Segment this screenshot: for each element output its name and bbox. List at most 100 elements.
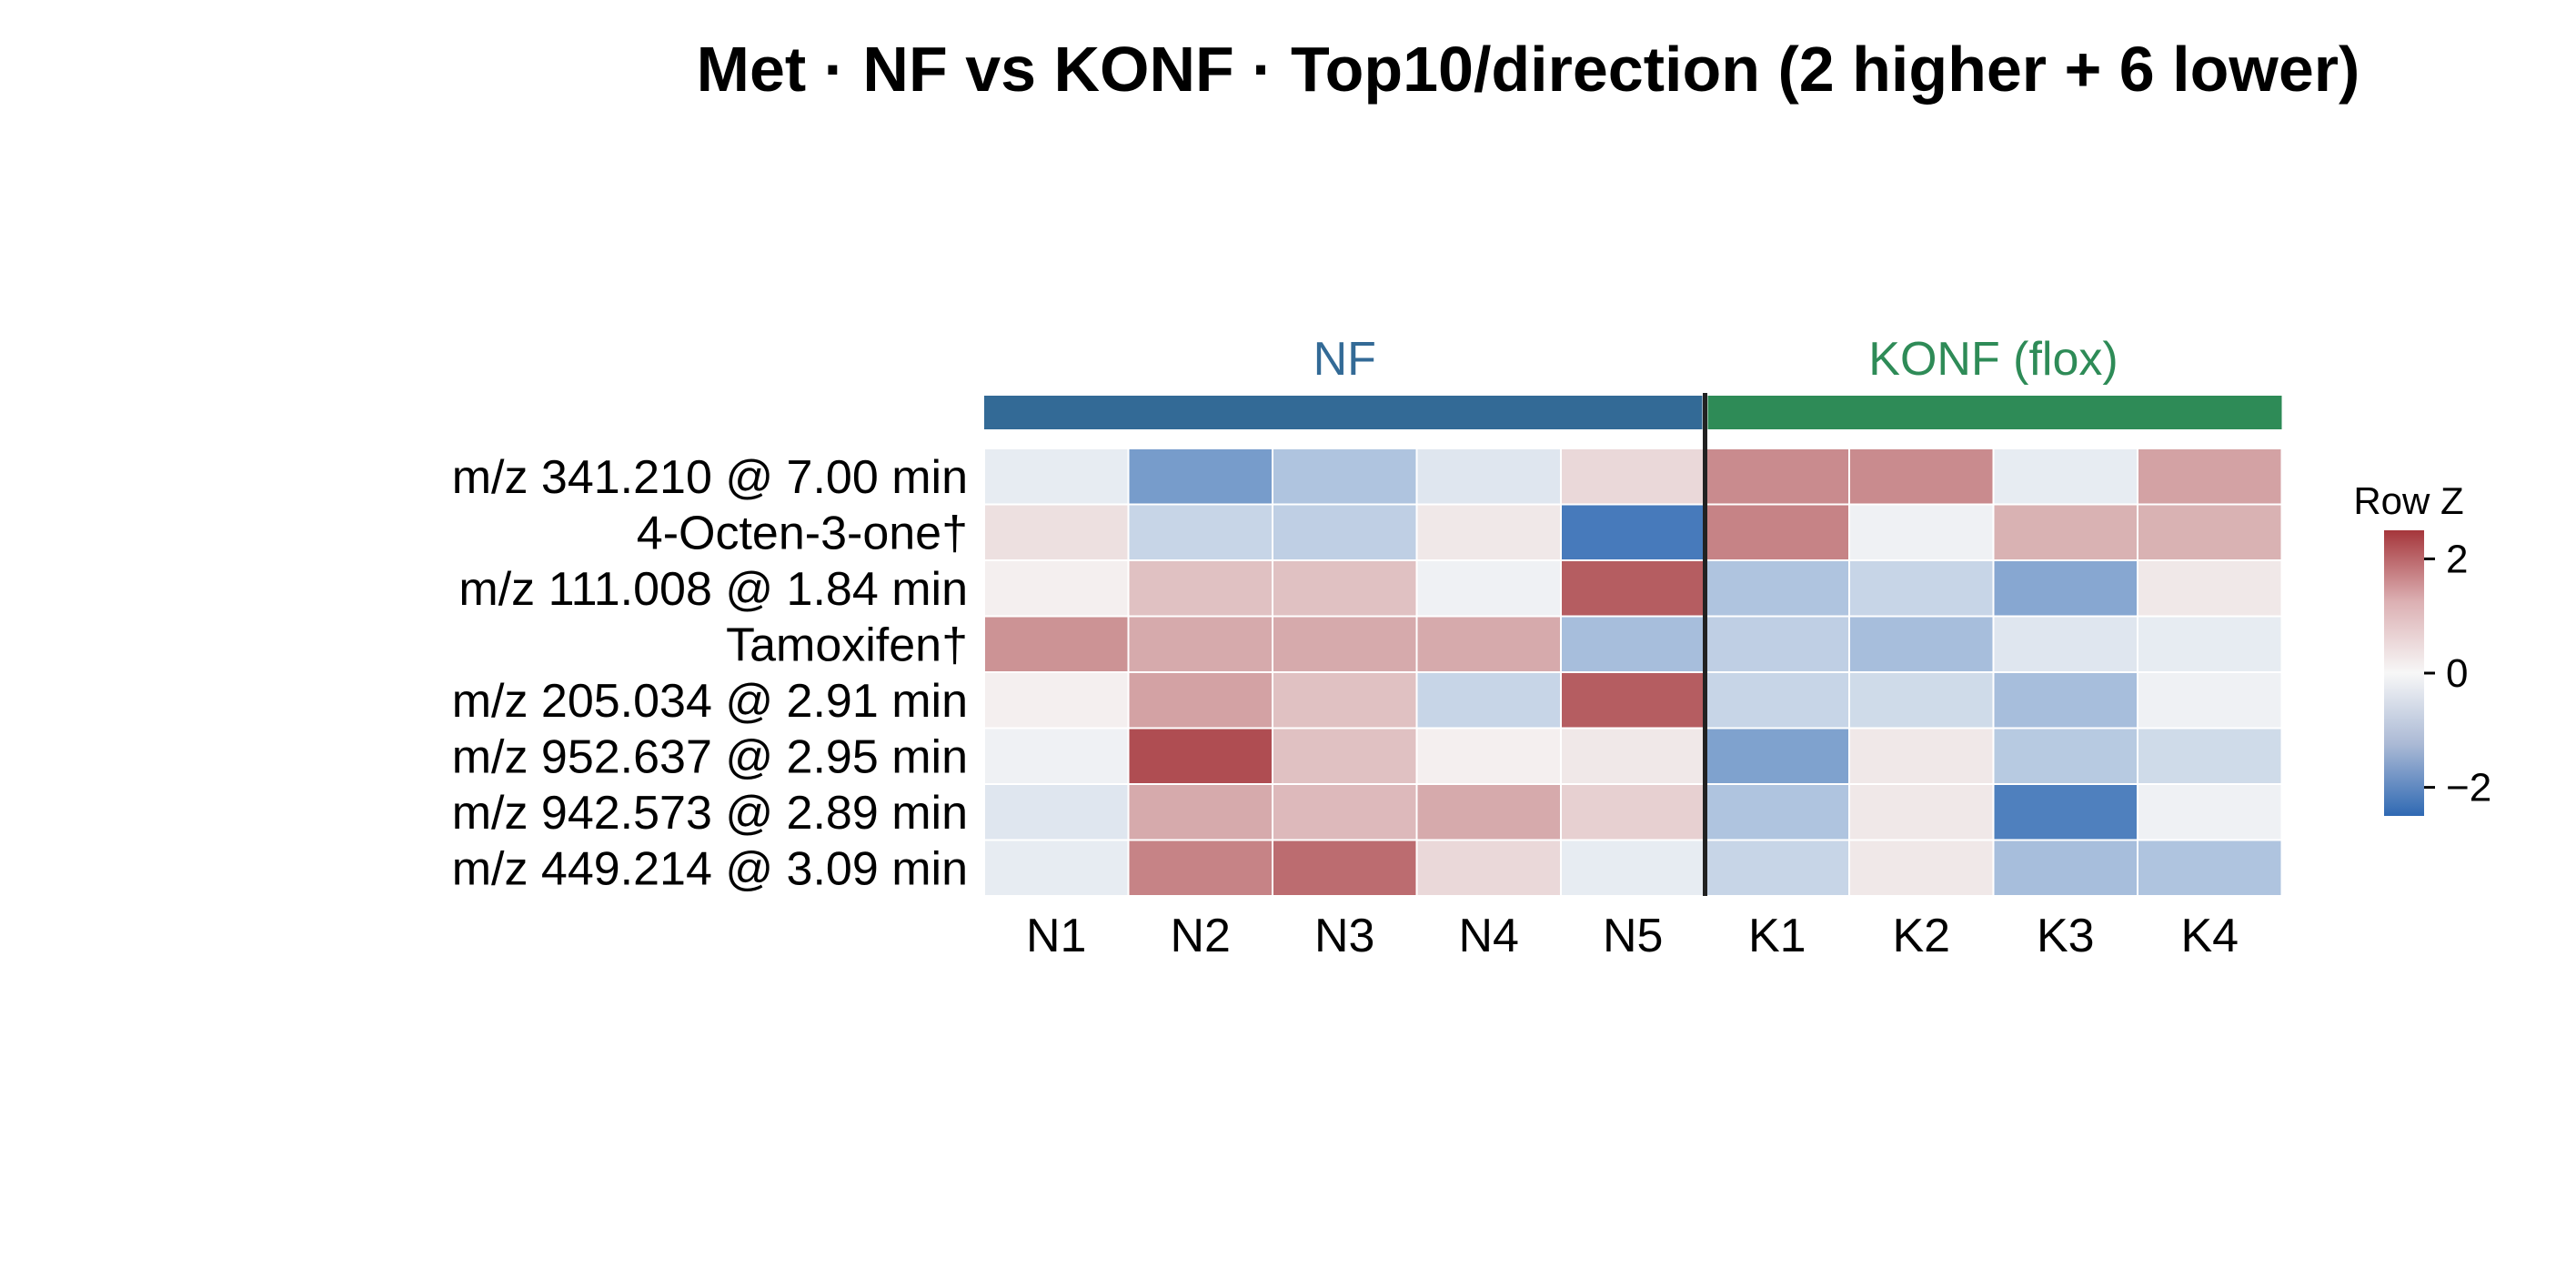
heatmap-cell (1704, 727, 1850, 785)
heatmap-cells (983, 448, 2283, 897)
heatmap-cell (1415, 559, 1562, 618)
heatmap-cell (1415, 448, 1562, 506)
heatmap-cell (1704, 559, 1850, 618)
heatmap-cell (1992, 448, 2138, 506)
heatmap-cell (1992, 839, 2138, 897)
column-label: N1 (1026, 910, 1086, 962)
heatmap-cell (983, 559, 1130, 618)
heatmap-cell (1848, 839, 1995, 897)
heatmap-cell (1848, 448, 1995, 506)
heatmap-cell (1272, 503, 1418, 561)
heatmap-cell (1560, 448, 1706, 506)
heatmap-cell (1704, 839, 1850, 897)
heatmap-cell (1127, 448, 1273, 506)
heatmap-cell (1272, 783, 1418, 841)
heatmap-cell (1272, 839, 1418, 897)
heatmap-cell (1560, 783, 1706, 841)
heatmap-cell (1704, 783, 1850, 841)
heatmap-cell (1560, 615, 1706, 673)
column-label: N4 (1459, 910, 1519, 962)
colorbar-title: Row Z (2353, 479, 2463, 522)
heatmap-cell (1272, 615, 1418, 673)
heatmap-cell (983, 615, 1130, 673)
column-label: N3 (1314, 910, 1374, 962)
heatmap-cell (1560, 839, 1706, 897)
heatmap-cell (1848, 503, 1995, 561)
heatmap-cell (1272, 559, 1418, 618)
group-label: KONF (flox) (1868, 333, 2118, 386)
heatmap-cell (1127, 503, 1273, 561)
heatmap-cell (1415, 783, 1562, 841)
heatmap-cell (1992, 559, 2138, 618)
row-label: m/z 952.637 @ 2.95 min (452, 730, 968, 783)
heatmap-cell (983, 727, 1130, 785)
group-bar (984, 396, 1703, 429)
row-label: Tamoxifen† (726, 619, 968, 671)
heatmap-cell (2137, 503, 2283, 561)
heatmap-cell (1127, 615, 1273, 673)
heatmap-cell (1415, 503, 1562, 561)
heatmap-cell (2137, 839, 2283, 897)
heatmap-cell (1560, 559, 1706, 618)
group-label: NF (1313, 333, 1376, 386)
heatmap-cell (1992, 615, 2138, 673)
heatmap-cell (1992, 783, 2138, 841)
chart-title: Met · NF vs KONF · Top10/direction (2 hi… (697, 34, 2360, 105)
heatmap-cell (1848, 727, 1995, 785)
heatmap-cell (1560, 727, 1706, 785)
row-label: m/z 111.008 @ 1.84 min (458, 563, 968, 616)
heatmap-cell (1272, 448, 1418, 506)
heatmap-cell (983, 783, 1130, 841)
heatmap-cell (2137, 783, 2283, 841)
row-label: m/z 205.034 @ 2.91 min (452, 675, 968, 728)
heatmap-cell (1848, 615, 1995, 673)
column-label: K3 (2037, 910, 2095, 962)
column-labels: N1 N2 N3 N4 N5 K1 K2 K3 K4 (1026, 910, 2239, 962)
heatmap-cell (1992, 727, 2138, 785)
column-label: K4 (2180, 910, 2239, 962)
heatmap-cell (2137, 559, 2283, 618)
heatmap-cell (1848, 783, 1995, 841)
heatmap-cell (1992, 503, 2138, 561)
colorbar-tick-label: 0 (2446, 651, 2468, 696)
row-label: m/z 449.214 @ 3.09 min (452, 842, 968, 895)
heatmap-cell (1848, 671, 1995, 730)
column-label: N2 (1171, 910, 1231, 962)
heatmap-cell (1272, 671, 1418, 730)
heatmap-cell (2137, 448, 2283, 506)
heatmap-cell (2137, 671, 2283, 730)
heatmap-cell (2137, 615, 2283, 673)
heatmap-cell (1272, 727, 1418, 785)
heatmap-cell (1127, 839, 1273, 897)
heatmap-cell (1415, 727, 1562, 785)
heatmap-cell (1127, 727, 1273, 785)
colorbar-ticks: 2 0 −2 (2424, 537, 2491, 810)
heatmap-cell (1560, 671, 1706, 730)
heatmap-cell (983, 839, 1130, 897)
heatmap-cell (1127, 783, 1273, 841)
row-label: m/z 942.573 @ 2.89 min (452, 787, 968, 840)
heatmap-cell (1127, 559, 1273, 618)
heatmap-cell (1992, 671, 2138, 730)
heatmap-cell (1127, 671, 1273, 730)
colorbar-gradient (2384, 530, 2424, 816)
heatmap-cell (1848, 559, 1995, 618)
column-label: K2 (1892, 910, 1950, 962)
row-label: 4-Octen-3-one† (637, 507, 968, 559)
colorbar-tick-label: −2 (2446, 766, 2491, 810)
heatmap-cell (1704, 671, 1850, 730)
group-annotations: NF KONF (flox) (984, 333, 2282, 429)
heatmap-cell (983, 503, 1130, 561)
row-labels: m/z 341.210 @ 7.00 min4-Octen-3-one†m/z … (452, 451, 968, 896)
heatmap-cell (2137, 727, 2283, 785)
heatmap-cell (1560, 503, 1706, 561)
heatmap-cell (1415, 615, 1562, 673)
heatmap-cell (1704, 615, 1850, 673)
row-label: m/z 341.210 @ 7.00 min (452, 451, 968, 504)
group-bar (1707, 396, 2282, 429)
heatmap-cell (1415, 839, 1562, 897)
heatmap-cell (1704, 503, 1850, 561)
column-label: N5 (1603, 910, 1663, 962)
colorbar: Row Z 2 0 −2 (2353, 479, 2491, 816)
